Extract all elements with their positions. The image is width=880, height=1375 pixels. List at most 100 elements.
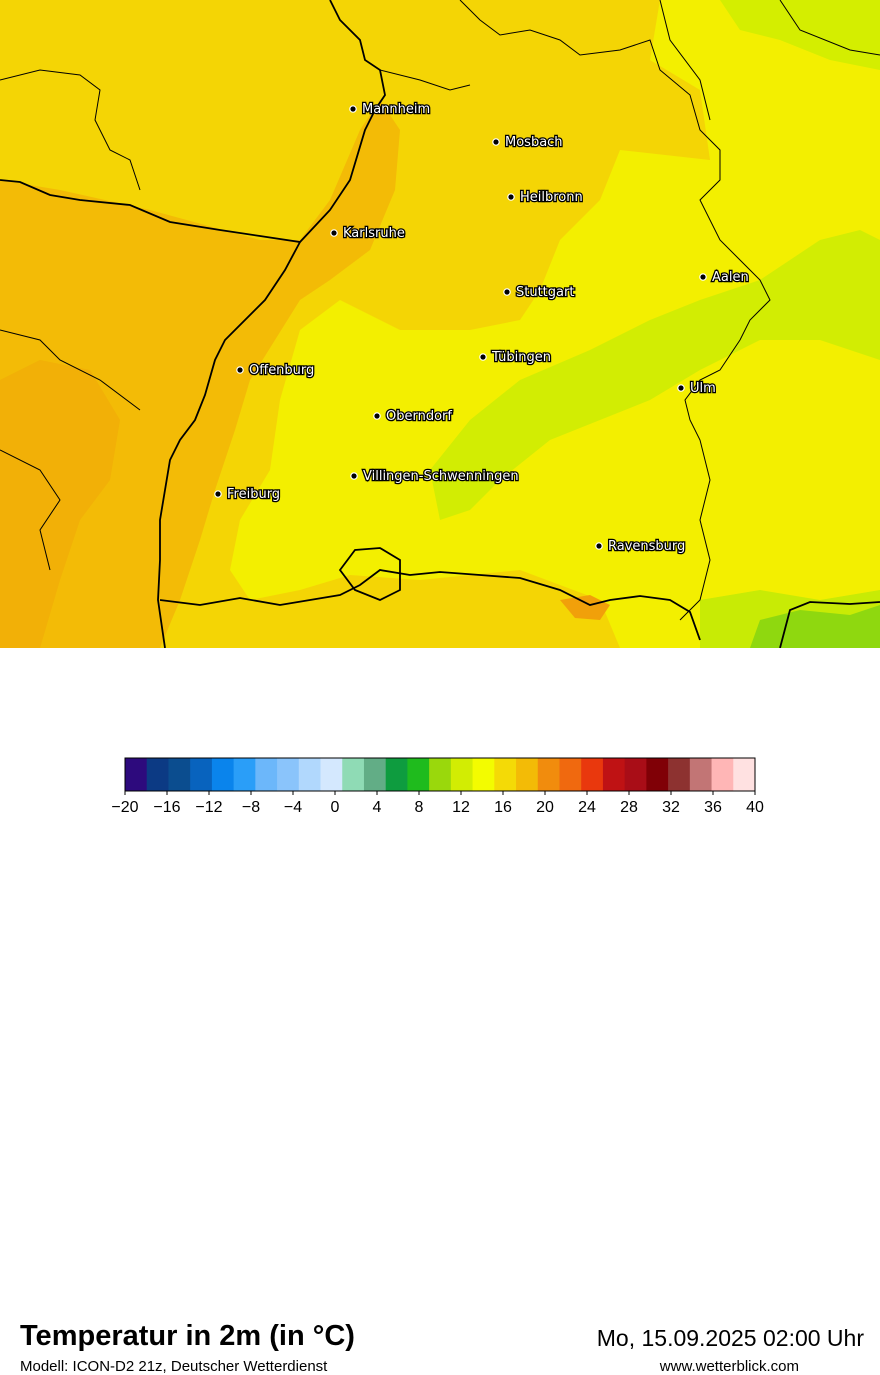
city-dot [349,105,357,113]
map-title: Temperatur in 2m (in °C) [20,1320,355,1352]
city-label: Mosbach [505,135,563,150]
city-label: Ulm [690,381,716,396]
colorbar-swatch [733,758,756,791]
city-dot [373,412,381,420]
colorbar-tick-label: −20 [111,799,138,816]
colorbar-tick-label: −4 [284,799,302,816]
colorbar-swatch [233,758,256,791]
city-ulm: Ulm [677,380,717,397]
city-label: Freiburg [227,487,280,502]
city-villingen-schwenningen: Villingen-Schwenningen [350,468,520,485]
colorbar-tick-label: 32 [662,799,680,816]
colorbar-swatch [385,758,408,791]
website-link[interactable]: www.wetterblick.com [659,1358,799,1375]
colorbar-tick-label: 40 [746,799,764,816]
colorbar-swatch [450,758,474,791]
city-label: Karlsruhe [343,226,405,241]
colorbar-tick-label: 12 [452,799,470,816]
city-dot [330,229,338,237]
colorbar-tick-label: −12 [195,799,222,816]
city-label: Villingen-Schwenningen [363,469,519,484]
colorbar-swatch [646,758,669,791]
colorbar-swatches [125,758,756,791]
colorbar-swatch [689,758,713,791]
colorbar-tick-label: −8 [242,799,260,816]
colorbar-frame [124,757,756,792]
colorbar-swatch [363,758,387,791]
temperature-map: Mannheim Mosbach Heilbronn Karlsruhe Aalen St… [0,0,880,648]
colorbar-swatch [516,758,539,791]
city-ravensburg: Ravensburg [595,538,687,555]
forecast-datetime: Mo, 15.09.2025 02:00 Uhr [596,1325,864,1351]
city-dot [699,273,707,281]
western-warm-zone [0,360,120,648]
colorbar-tick-label: 8 [415,799,424,816]
city-karlsruhe: Karlsruhe [330,225,406,242]
colorbar-swatch [581,758,604,791]
colorbar-tick-label: 20 [536,799,554,816]
colorbar-swatch [559,758,582,791]
city-oberndorf: Oberndorf [373,408,454,425]
colorbar-swatch [320,758,343,791]
colorbar-swatch [711,758,734,791]
colorbar-swatch [342,758,365,791]
city-t-bingen: Tübingen [479,349,552,366]
city-heilbronn: Heilbronn [507,189,584,206]
rhine-valley-zone [0,100,400,648]
colorbar-tick-label: 4 [373,799,382,816]
city-dot [595,542,603,550]
city-label: Ravensburg [608,539,685,554]
colorbar-swatch [190,758,213,791]
colorbar-swatch [298,758,322,791]
colorbar-swatch [407,758,430,791]
city-label: Heilbronn [520,190,583,205]
city-dot [503,288,511,296]
city-dot [479,353,487,361]
northeast-cool-zone [720,0,880,70]
city-label: Oberndorf [386,409,452,424]
colorbar-swatch [602,758,626,791]
colorbar-swatch [125,758,148,791]
lake-warm-zone [560,595,610,620]
colorbar-tick-label: 0 [331,799,340,816]
city-offenburg: Offenburg [236,362,316,379]
colorbar-tick-label: 36 [704,799,722,816]
colorbar-swatch [472,758,495,791]
city-label: Mannheim [362,102,430,117]
city-label: Tübingen [491,350,551,365]
temperature-colorbar: −20 −16 −12 −8 −4 0 4 8 12 16 20 24 28 32 36 40 [111,757,764,816]
colorbar-swatch [537,758,560,791]
colorbar-swatch [277,758,300,791]
colorbar-tick-label: 24 [578,799,596,816]
colorbar-ticks: −20 −16 −12 −8 −4 0 4 8 12 16 20 24 28 32 36 40 [111,791,764,816]
city-mannheim: Mannheim [349,101,431,118]
colorbar-tick-label: 28 [620,799,638,816]
colorbar-swatch [624,758,647,791]
city-label: Offenburg [249,363,314,378]
city-aalen: Aalen [699,269,750,286]
city-freiburg: Freiburg [214,486,281,503]
city-dot [492,138,500,146]
colorbar-swatch [211,758,235,791]
colorbar-tick-label: 16 [494,799,512,816]
city-mosbach: Mosbach [492,134,564,151]
colorbar-tick-label: −16 [153,799,180,816]
colorbar-swatch [146,758,169,791]
colorbar-swatch [168,758,191,791]
map-subtitle: Modell: ICON-D2 21z, Deutscher Wetterdie… [20,1358,328,1375]
city-dot [350,472,358,480]
city-dot [236,366,244,374]
colorbar-swatch [255,758,278,791]
city-markers: Mannheim Mosbach Heilbronn Karlsruhe Aalen St… [214,101,750,555]
state-lines [0,0,880,621]
city-dot [507,193,515,201]
city-dot [677,384,685,392]
city-label: Aalen [712,270,749,285]
city-dot [214,490,222,498]
border-lines [0,0,880,648]
colorbar-swatch [494,758,517,791]
city-label: Stuttgart [516,285,574,300]
colorbar-swatch [668,758,691,791]
colorbar-swatch [429,758,452,791]
city-stuttgart: Stuttgart [503,284,576,301]
